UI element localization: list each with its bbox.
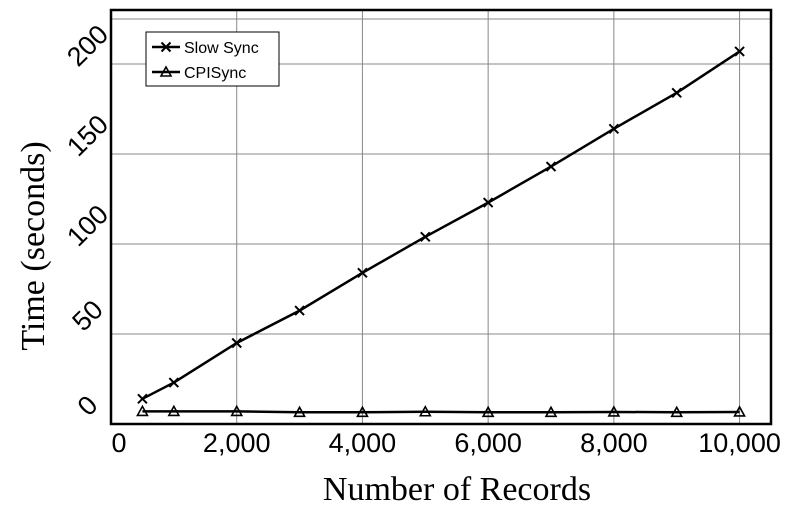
data-point-cpisync	[293, 405, 306, 418]
legend: Slow Sync CPISync	[145, 31, 280, 87]
x-tick-label: 6,000	[454, 428, 522, 458]
x-axis-title: Number of Records	[323, 471, 591, 506]
data-point-cpisync	[733, 405, 746, 417]
data-point-slow-sync	[231, 337, 242, 349]
data-point-slow-sync	[671, 87, 682, 99]
x-tick-label: 8,000	[580, 428, 648, 458]
y-tick-labels: 0 50 100 150 200	[61, 19, 114, 421]
data-point-slow-sync	[608, 123, 620, 135]
data-point-cpisync	[136, 404, 149, 417]
y-axis-title: Time (seconds)	[15, 141, 52, 350]
data-point-slow-sync	[420, 231, 431, 243]
legend-label: Slow Sync	[184, 40, 259, 57]
data-point-slow-sync	[137, 393, 148, 405]
data-point-cpisync	[167, 404, 181, 417]
data-point-cpisync	[230, 404, 244, 417]
series-line-cpisync	[142, 410, 740, 414]
y-tick-label: 150	[61, 109, 114, 162]
legend-label: CPISync	[184, 65, 246, 82]
data-point-slow-sync	[482, 197, 494, 208]
x-tick-labels: 0 2,000 4,000 6,000 8,000 10,000	[111, 428, 780, 458]
data-point-slow-sync	[168, 377, 180, 388]
x-tick-label: 0	[111, 428, 126, 458]
legend-marker-slow-sync	[160, 41, 172, 53]
grid-lines	[111, 10, 771, 424]
x-tick-label: 2,000	[203, 428, 271, 458]
x-tick-label: 4,000	[329, 428, 397, 458]
data-point-slow-sync	[294, 305, 305, 316]
data-point-cpisync	[418, 405, 432, 417]
legend-entry-cpisync: CPISync	[152, 65, 246, 82]
data-point-slow-sync	[545, 161, 557, 172]
data-point-slow-sync	[734, 46, 745, 57]
plot-frame	[109, 8, 773, 426]
data-point-cpisync	[481, 405, 495, 418]
y-tick-label: 50	[66, 294, 108, 336]
y-tick-label: 200	[61, 19, 114, 72]
series-layer	[136, 46, 746, 418]
data-point-slow-sync	[357, 267, 368, 279]
y-tick-label: 100	[61, 199, 114, 252]
data-point-cpisync	[670, 405, 684, 418]
data-point-cpisync	[607, 405, 621, 417]
legend-marker-cpisync	[159, 65, 173, 77]
legend-box	[145, 31, 280, 87]
legend-entry-slow-sync: Slow Sync	[152, 40, 259, 57]
y-tick-label: 0	[72, 390, 104, 422]
data-point-cpisync	[544, 405, 558, 418]
data-point-cpisync	[356, 405, 369, 418]
x-tick-label: 10,000	[698, 428, 781, 458]
